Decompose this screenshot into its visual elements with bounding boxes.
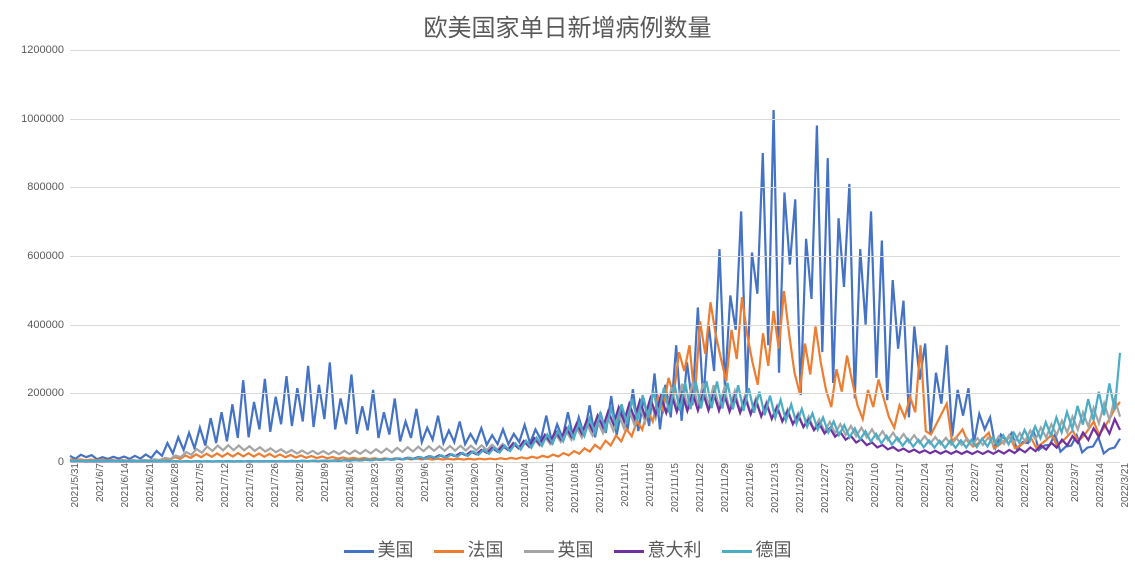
legend-swatch <box>344 550 374 553</box>
x-axis-label: 2021/8/9 <box>320 463 331 502</box>
legend-item: 德国 <box>722 536 792 562</box>
x-axis-label: 2021/7/19 <box>245 463 256 508</box>
x-axis-label: 2022/1/3 <box>845 463 856 502</box>
gridline <box>70 119 1120 120</box>
chart-title: 欧美国家单日新增病例数量 <box>0 0 1135 47</box>
x-axis-label: 2021/11/22 <box>695 463 706 512</box>
x-axis-label: 2021/9/13 <box>445 463 456 508</box>
x-axis-label: 2021/11/1 <box>620 463 631 507</box>
legend-label: 英国 <box>558 540 594 560</box>
y-axis-label: 1000000 <box>21 113 64 125</box>
legend-swatch <box>434 550 464 553</box>
gridline <box>70 187 1120 188</box>
gridline <box>70 393 1120 394</box>
x-axis-label: 2022/1/31 <box>945 463 956 508</box>
legend-swatch <box>614 550 644 553</box>
x-axis-label: 2021/6/21 <box>145 463 156 508</box>
x-axis-label: 2021/6/28 <box>170 463 181 508</box>
chart-container: 欧美国家单日新增病例数量 020000040000060000080000010… <box>0 0 1135 568</box>
x-axis-label: 2022/1/24 <box>920 463 931 508</box>
x-axis-label: 2022/2/14 <box>995 463 1006 508</box>
x-axis-label: 2022/3/7 <box>1070 463 1081 502</box>
x-axis-label: 2021/8/16 <box>345 463 356 508</box>
x-axis-label: 2021/5/31 <box>70 463 81 508</box>
gridline <box>70 325 1120 326</box>
x-axis-label: 2021/7/26 <box>270 463 281 508</box>
gridline <box>70 256 1120 257</box>
x-axis-label: 2021/12/20 <box>795 463 806 513</box>
legend-label: 美国 <box>378 540 414 560</box>
x-axis-label: 2022/2/21 <box>1020 463 1031 508</box>
gridline <box>70 50 1120 51</box>
x-axis-label: 2022/2/7 <box>970 463 981 502</box>
x-axis-label: 2021/11/15 <box>670 463 681 512</box>
x-axis-label: 2022/3/21 <box>1120 463 1131 508</box>
x-axis-label: 2021/7/5 <box>195 463 206 502</box>
y-axis-label: 400000 <box>27 319 64 331</box>
legend-item: 美国 <box>344 536 414 562</box>
x-axis-label: 2021/7/12 <box>220 463 231 508</box>
x-axis-label: 2021/6/14 <box>120 463 131 508</box>
legend-swatch <box>524 550 554 553</box>
x-axis-label: 2022/1/17 <box>895 463 906 508</box>
legend-item: 意大利 <box>614 536 702 562</box>
x-axis-label: 2022/1/10 <box>870 463 881 508</box>
y-axis-label: 800000 <box>27 181 64 193</box>
y-axis-label: 0 <box>58 456 64 468</box>
plot-area: 020000040000060000080000010000001200000 <box>70 50 1120 463</box>
legend-label: 意大利 <box>648 540 702 560</box>
x-axis-label: 2021/12/6 <box>745 463 756 508</box>
y-axis-label: 600000 <box>27 250 64 262</box>
x-axis-label: 2021/10/4 <box>520 463 531 508</box>
x-axis-label: 2021/10/11 <box>545 463 556 512</box>
x-axis-label: 2021/11/8 <box>645 463 656 507</box>
legend: 美国 法国 英国 意大利 德国 <box>0 536 1135 562</box>
x-axis-label: 2021/8/2 <box>295 463 306 502</box>
legend-label: 德国 <box>756 540 792 560</box>
x-axis-label: 2021/11/29 <box>720 463 731 512</box>
x-axis-label: 2021/9/6 <box>420 463 431 502</box>
x-axis-label: 2021/12/27 <box>820 463 831 513</box>
legend-swatch <box>722 550 752 553</box>
series-line-美国 <box>70 110 1120 459</box>
x-axis-label: 2021/10/18 <box>570 463 581 513</box>
x-axis-label: 2021/10/25 <box>595 463 606 513</box>
x-axis-label: 2021/12/13 <box>770 463 781 513</box>
legend-item: 法国 <box>434 536 504 562</box>
legend-label: 法国 <box>468 540 504 560</box>
y-axis-label: 200000 <box>27 387 64 399</box>
legend-item: 英国 <box>524 536 594 562</box>
x-axis-label: 2021/9/27 <box>495 463 506 508</box>
x-axis-label: 2022/2/28 <box>1045 463 1056 508</box>
x-axis-label: 2021/8/30 <box>395 463 406 508</box>
x-axis-label: 2021/9/20 <box>470 463 481 508</box>
x-axis-label: 2021/8/23 <box>370 463 381 508</box>
x-axis-label: 2021/6/7 <box>95 463 106 502</box>
y-axis-label: 1200000 <box>21 44 64 56</box>
x-axis-label: 2022/3/14 <box>1095 463 1106 508</box>
